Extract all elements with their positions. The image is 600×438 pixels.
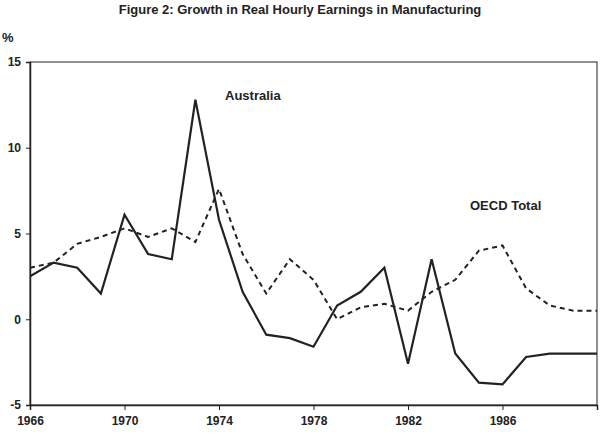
x-tick-label: 1966 xyxy=(17,414,44,428)
series-label: Australia xyxy=(225,88,281,103)
y-tick-label: 10 xyxy=(8,141,22,155)
x-tick-label: 1970 xyxy=(112,414,139,428)
x-tick-label: 1986 xyxy=(490,414,517,428)
x-tick: 1966 xyxy=(17,405,44,428)
y-tick-label: 0 xyxy=(14,313,21,327)
y-tick-mark xyxy=(26,405,30,406)
plot: 1966 1970 1974 1978 1982 1986 -5 0 5 10 15 Australi… xyxy=(8,55,598,427)
x-tick: 1982 xyxy=(395,405,422,428)
y-tick: 5 xyxy=(14,227,30,241)
y-tick: 10 xyxy=(8,141,30,155)
x-tick: 1986 xyxy=(490,405,517,428)
x-tick-mark xyxy=(219,405,220,410)
chart: Figure 2: Growth in Real Hourly Earnings… xyxy=(0,0,600,438)
x-tick: 1974 xyxy=(206,405,233,428)
y-tick-mark xyxy=(26,62,30,63)
y-tick-mark xyxy=(26,319,30,320)
lines xyxy=(30,100,597,385)
y-tick-label: -5 xyxy=(10,398,21,412)
y-tick-label: 5 xyxy=(14,227,21,241)
x-tick-mark xyxy=(125,405,126,410)
y-axis-line xyxy=(26,63,31,406)
x-tick-mark xyxy=(408,405,409,410)
y-tick-label: 15 xyxy=(8,55,22,69)
y-tick: 0 xyxy=(14,313,30,327)
y-tick-mark xyxy=(26,148,30,149)
x-axis-line xyxy=(31,406,598,411)
x-tick-label: 1974 xyxy=(206,414,233,428)
y-axis: -5 0 5 10 15 xyxy=(8,55,31,412)
plot-frame xyxy=(30,62,597,405)
y-tick: -5 xyxy=(10,398,30,412)
title: Figure 2: Growth in Real Hourly Earnings… xyxy=(119,2,482,17)
x-tick-label: 1982 xyxy=(395,414,422,428)
y-tick: 15 xyxy=(8,55,30,69)
x-tick: 1970 xyxy=(112,405,139,428)
x-tick-label: 1978 xyxy=(301,414,328,428)
y-tick-mark xyxy=(26,234,30,235)
series-line xyxy=(30,189,597,319)
x-tick-mark xyxy=(314,405,315,410)
series-line xyxy=(30,100,597,385)
x-axis: 1966 1970 1974 1978 1982 1986 xyxy=(17,405,597,428)
y-axis-title: % xyxy=(2,30,14,45)
x-tick-mark xyxy=(503,405,504,410)
series-label: OECD Total xyxy=(470,198,541,213)
x-tick: 1978 xyxy=(301,405,328,428)
